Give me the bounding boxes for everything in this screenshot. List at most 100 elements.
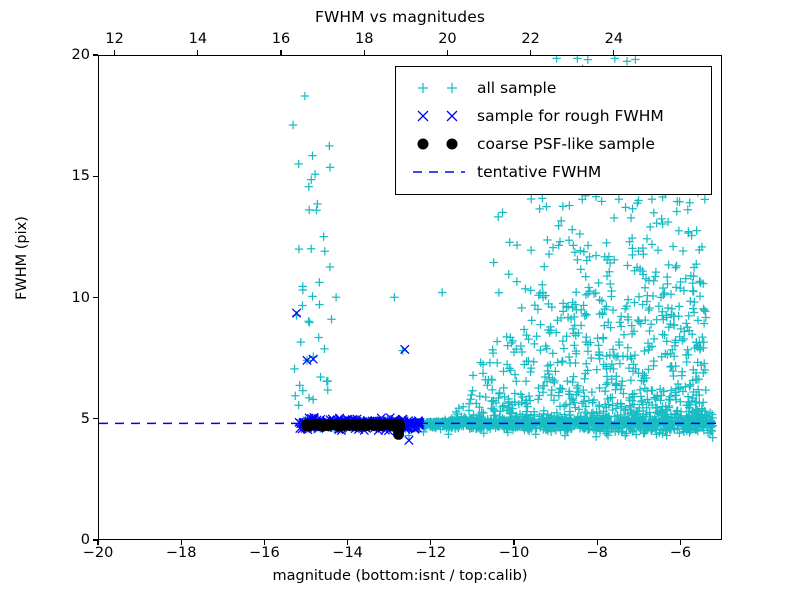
- data-point-plus: [629, 360, 638, 369]
- data-point-plus: [288, 120, 298, 130]
- data-point-plus: [558, 202, 568, 211]
- data-point-plus: [546, 360, 555, 370]
- data-point-plus: [682, 417, 692, 427]
- data-point-plus: [585, 252, 594, 262]
- data-point-cross: [302, 355, 312, 365]
- data-point-plus: [688, 278, 697, 288]
- data-point-plus: [698, 398, 708, 407]
- x-tick-mark-bottom: [263, 540, 266, 545]
- data-point-plus: [571, 288, 581, 297]
- data-point-plus: [626, 425, 635, 434]
- data-point-plus: [553, 423, 563, 432]
- data-point-plus: [576, 246, 585, 255]
- data-point-plus: [689, 308, 699, 317]
- data-point-plus: [640, 384, 650, 393]
- data-point-plus: [641, 315, 650, 325]
- data-point-plus: [658, 402, 667, 411]
- data-point-plus: [487, 375, 497, 385]
- data-point-plus: [569, 241, 578, 250]
- data-point-plus: [540, 416, 549, 425]
- legend-item[interactable]: coarse PSF-like sample: [405, 130, 702, 158]
- data-point-plus: [701, 385, 710, 395]
- data-point-plus: [559, 344, 569, 353]
- data-point-plus: [688, 286, 697, 296]
- x-tick-label-bottom: −10: [498, 545, 530, 561]
- data-point-plus: [646, 417, 655, 426]
- data-point-dot: [367, 420, 379, 431]
- data-point-plus: [590, 417, 599, 427]
- data-point-plus: [563, 376, 572, 386]
- legend-item[interactable]: tentative FWHM: [405, 158, 702, 186]
- data-point-plus: [644, 276, 654, 285]
- data-point-plus: [487, 396, 496, 406]
- legend-item[interactable]: all sample: [405, 74, 702, 102]
- data-point-plus: [604, 318, 613, 327]
- data-point-plus: [547, 385, 556, 395]
- data-point-plus: [662, 337, 671, 346]
- data-point-plus: [684, 412, 694, 421]
- data-point-plus: [517, 347, 527, 357]
- x-axis-label: magnitude (bottom:isnt / top:calib): [272, 568, 528, 584]
- data-point-plus: [494, 288, 504, 297]
- data-point-plus: [642, 234, 652, 243]
- data-point-cross: [400, 344, 410, 355]
- data-point-plus: [571, 349, 581, 358]
- data-point-plus: [451, 407, 461, 417]
- data-point-plus: [688, 304, 698, 313]
- data-point-plus: [676, 283, 685, 293]
- data-point-plus: [638, 369, 647, 378]
- data-point-plus: [594, 341, 603, 350]
- data-point-plus: [625, 417, 635, 426]
- data-point-plus: [647, 386, 656, 395]
- data-point-plus: [546, 322, 555, 332]
- data-point-plus: [586, 353, 596, 363]
- legend-item[interactable]: sample for rough FWHM: [405, 102, 702, 130]
- data-point-plus: [444, 430, 453, 439]
- data-point-plus: [653, 246, 663, 255]
- data-point-plus: [597, 197, 606, 206]
- data-point-plus: [674, 226, 684, 235]
- data-point-plus: [633, 198, 642, 208]
- data-point-plus: [506, 333, 515, 342]
- data-point-plus: [627, 329, 637, 339]
- data-point-plus: [527, 316, 536, 325]
- data-point-plus: [579, 247, 589, 256]
- data-point-plus: [566, 415, 575, 424]
- data-point-plus: [573, 56, 582, 63]
- data-point-plus: [623, 261, 632, 270]
- data-point-plus: [499, 401, 509, 410]
- data-point-plus: [521, 377, 531, 386]
- data-point-plus: [568, 324, 578, 334]
- data-point-plus: [616, 322, 626, 331]
- data-point-plus: [682, 319, 691, 328]
- data-point-plus: [583, 347, 593, 356]
- data-point-plus: [539, 406, 549, 415]
- data-point-plus: [512, 240, 522, 250]
- data-point-plus: [554, 241, 563, 250]
- data-point-plus: [697, 361, 706, 370]
- x-tick-mark-bottom: [513, 540, 515, 545]
- x-tick-label-top: 16: [271, 31, 291, 47]
- data-point-plus: [481, 392, 490, 402]
- data-point-plus: [667, 417, 677, 427]
- data-point-plus: [512, 277, 522, 286]
- data-point-plus: [602, 302, 611, 311]
- data-point-plus: [553, 316, 562, 325]
- data-point-plus: [438, 288, 447, 297]
- data-point-plus: [671, 263, 680, 272]
- data-point-plus: [573, 387, 583, 397]
- data-point-plus: [315, 300, 324, 309]
- data-point-plus: [628, 244, 637, 253]
- data-point-plus: [513, 417, 522, 427]
- scatter-plot-svg: [99, 56, 721, 446]
- data-point-plus: [559, 402, 569, 411]
- data-point-plus: [581, 423, 590, 432]
- data-point-plus: [579, 301, 588, 310]
- data-point-plus: [298, 386, 308, 395]
- data-point-plus: [614, 195, 624, 204]
- data-point-plus: [634, 317, 644, 326]
- data-point-plus: [634, 292, 644, 301]
- data-point-plus: [536, 320, 545, 329]
- data-point-plus: [595, 383, 604, 393]
- data-point-plus: [700, 365, 710, 375]
